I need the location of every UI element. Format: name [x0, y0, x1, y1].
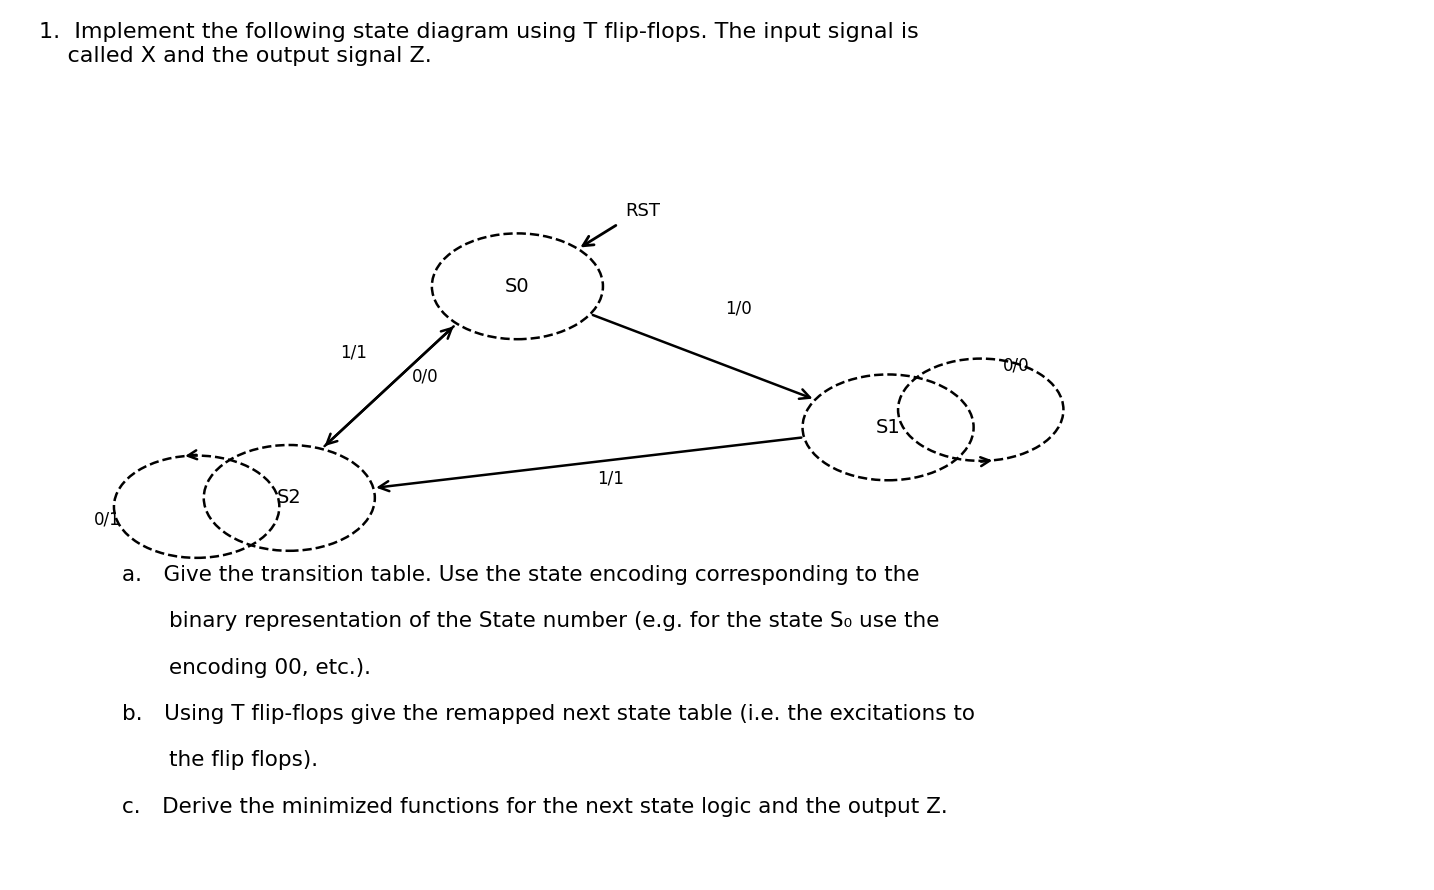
Text: 0/0: 0/0 — [1002, 357, 1030, 375]
Text: 0/1: 0/1 — [93, 511, 120, 529]
Text: binary representation of the State number (e.g. for the state S₀ use the: binary representation of the State numbe… — [169, 611, 939, 631]
Text: S0: S0 — [505, 277, 529, 295]
Text: a. Give the transition table. Use the state encoding corresponding to the: a. Give the transition table. Use the st… — [122, 565, 919, 585]
Text: 1/0: 1/0 — [726, 299, 751, 318]
Text: called X and the output signal Z.: called X and the output signal Z. — [39, 46, 432, 66]
Text: b. Using T flip-flops give the remapped next state table (i.e. the excitations t: b. Using T flip-flops give the remapped … — [122, 704, 975, 724]
Text: encoding 00, etc.).: encoding 00, etc.). — [169, 658, 371, 677]
Text: the flip flops).: the flip flops). — [169, 750, 318, 770]
Text: 1.  Implement the following state diagram using T flip-flops. The input signal i: 1. Implement the following state diagram… — [39, 22, 918, 42]
Text: RST: RST — [625, 201, 660, 220]
Text: S2: S2 — [277, 489, 301, 507]
Text: 1/1: 1/1 — [340, 344, 367, 361]
Text: c. Derive the minimized functions for the next state logic and the output Z.: c. Derive the minimized functions for th… — [122, 797, 948, 816]
Text: 1/1: 1/1 — [597, 470, 624, 488]
Text: 0/0: 0/0 — [412, 368, 437, 385]
Text: S1: S1 — [876, 418, 901, 437]
